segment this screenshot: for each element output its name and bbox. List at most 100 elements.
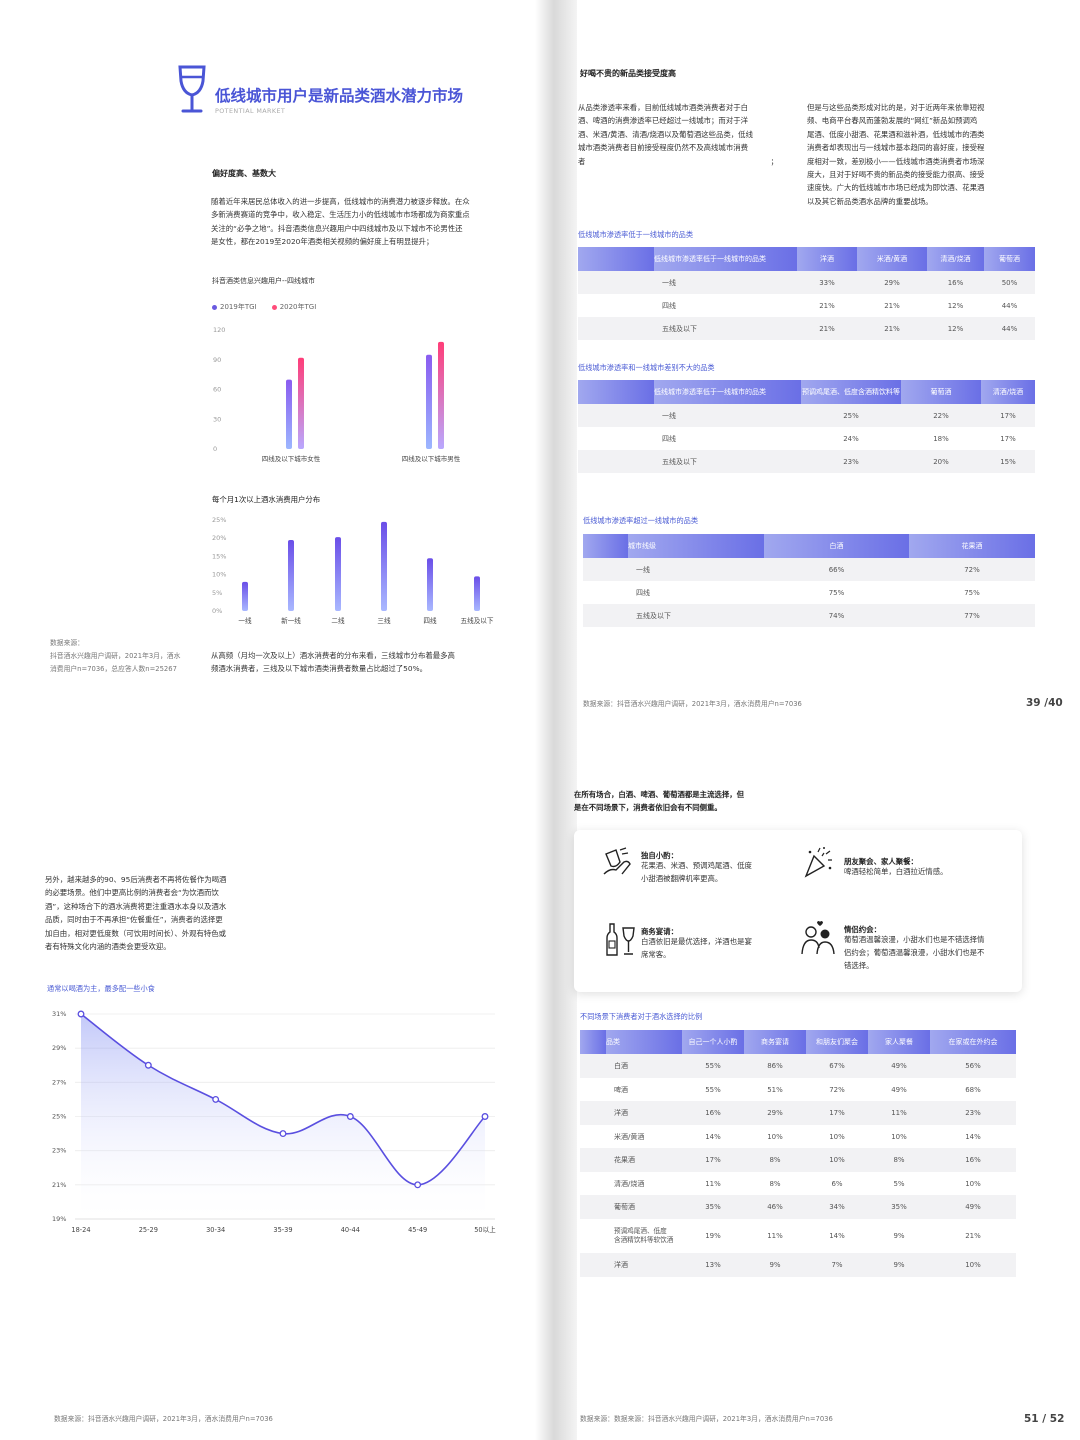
table-cell: 23% [801,450,901,473]
table-cell: 21% [884,301,900,310]
bar-2019年TGI [286,379,292,449]
table-cell: 29% [857,271,927,294]
penetration-similar-table: 低线城市渗透率低于一线城市的品类 预调鸡尾酒、低度含酒精饮料等 葡萄酒 清酒/烧… [578,380,1035,473]
table-cell: 8% [744,1148,806,1172]
scenario-desc: 啤酒轻松简单，白酒拉近情感。 [844,865,1014,878]
table-cell-spacer [580,1101,606,1125]
x-tick-label: 新一线 [281,616,301,625]
scenario-card: 独自小酌： 花果酒、米酒、预调鸡尾酒、低度 小甜酒被翻牌机率更高。 朋友聚会、家… [574,830,1022,992]
table-cell: 44% [1001,301,1018,310]
bar-2020年TGI [298,357,304,449]
table-cell: 18% [933,434,949,443]
table-header-spacer [578,247,654,271]
table-cell: 35% [682,1195,744,1219]
table-row: 四线 24% 18% 17% [578,427,1035,450]
table-cell: 11% [868,1101,930,1125]
table-cell-spacer [583,581,628,604]
table-cell: 75% [964,588,980,597]
text-line: 花果酒、米酒、预调鸡尾酒、低度 [641,861,752,870]
bar [242,581,248,611]
table-cell: 33% [797,271,857,294]
table-row: 洋酒 16% 29% 17% 11% 23% [580,1101,1016,1125]
table-row: 一线 25% 22% 17% [578,404,1035,427]
text-line: 但是与这些品类形成对比的是，对于近两年来依靠短视 [807,103,985,112]
table-row: 葡萄酒 35% 46% 34% 35% 49% [580,1195,1016,1219]
chart-title: 通常以喝酒为主，最多配一些小食 [47,984,155,993]
text-line: 在所有场合，白酒、啤酒、葡萄酒都是主流选择，但 [574,790,744,799]
table-cell: 49% [930,1195,1016,1219]
x-tick-label: 35-39 [273,1226,292,1234]
area-fill [81,1014,485,1219]
table-cell: 10% [965,1179,981,1188]
legend-dot [271,304,277,310]
text-line: 频、电商平台春风而蓬勃发展的“网红”新品如预调鸡 [807,116,978,126]
table-cell-spacer [580,1148,606,1172]
data-point [481,1113,489,1120]
x-tick-label: 25-29 [139,1226,158,1234]
x-tick-label: 18-24 [71,1226,90,1234]
row-label: 白酒 [606,1054,682,1078]
row-label: 五线及以下 [628,604,764,627]
business-wine-icon [606,923,635,956]
table-header: 预调鸡尾酒、低度含酒精饮料等 [801,380,901,404]
table-header: 和朋友们聚会 [806,1030,868,1054]
table-cell: 77% [909,604,1035,627]
table-row: 五线及以下 23% 20% 15% [578,450,1035,473]
text-line: 葡萄酒温馨浪漫，小甜水们也是不错选择情 [844,935,985,944]
text-line: 速度快。广大的低线城市市场已经成为即饮酒、花果酒 [807,183,985,193]
table-cell: 21% [857,317,927,340]
table-cell: 49% [891,1085,907,1094]
couple-date-icon [801,921,835,955]
intro-paragraph: 随着近年来居民总体收入的进一步提高，低线城市的消费潜力被逐步释放。在众 多新消费… [211,195,511,249]
table-cell: 68% [965,1085,981,1094]
y-tick-label: 90 [213,356,221,364]
table-cell: 72% [829,1085,845,1094]
table-header: 城市线级 [628,534,764,558]
table-cell: 67% [806,1054,868,1078]
bar [335,537,341,611]
table-cell: 56% [930,1054,1016,1078]
text-line: 者有特殊文化内涵的酒类会更受欢迎。 [45,942,171,952]
x-tick-label: 30-34 [206,1226,225,1234]
row-label: 啤酒 [614,1085,628,1094]
text-line: 小甜酒被翻牌机率更高。 [641,874,723,883]
table-header: 葡萄酒 [901,380,981,404]
table-cell: 14% [965,1132,981,1141]
table-header: 家人聚餐 [868,1030,930,1054]
table-row: 白酒 55% 86% 67% 49% 56% [580,1054,1016,1078]
table-title: 低线城市渗透率超过一线城市的品类 [583,516,699,525]
table-cell: 7% [806,1253,868,1277]
row-label: 清酒/烧酒 [614,1179,645,1188]
solo-drinking-icon [603,847,631,875]
text-line: 频酒水消费者，三线及以下城市酒类消费者数量占比超过了50%。 [211,664,427,674]
y-tick-label: 0% [212,607,222,615]
table-header: 白酒 [764,534,909,558]
table-cell: 10% [767,1132,783,1141]
table-cell-spacer [580,1172,606,1195]
table-title: 低线城市渗透率和一线城市差别不大的品类 [578,363,715,372]
y-tick-label: 25% [212,516,226,524]
text-line: 的必要场景。他们中更高比例的消费者会“为饮酒而饮 [45,888,219,898]
text-line: 错选择。 [844,961,874,970]
table-cell: 9% [868,1253,930,1277]
data-point [346,1113,354,1120]
table-cell: 23% [930,1101,1016,1125]
table-cell: 24% [843,434,859,443]
x-tick-label: 三线 [377,616,391,625]
section-heading: 偏好度高、基数大 [212,169,276,178]
table-cell: 22% [901,404,981,427]
text-line: 城市酒类消费者目前接受程度仍然不及高线城市消费 [578,143,748,153]
table-cell: 9% [744,1253,806,1277]
data-point [414,1181,422,1189]
penetration-lower-table: 低线城市渗透率低于一线城市的品类 洋酒 米酒/黄酒 清酒/烧酒 葡萄酒 一线 33… [578,247,1035,340]
y-tick-label: 31% [52,1010,66,1018]
row-label: 四线 [636,588,650,597]
text-line: 抖音酒水兴趣用户调研，2021年3月，酒水 [50,652,181,660]
bar [427,558,433,611]
table-cell: 14% [705,1132,721,1141]
table-cell-spacer [578,427,654,450]
source-note: 数据来源： 抖音酒水兴趣用户调研，2021年3月，酒水 消费用户n=7036，总… [50,637,200,676]
scenario-title: 情侣约会： [844,925,881,934]
source-note: 数据来源：数据来源：抖音酒水兴趣用户调研，2021年3月，酒水消费用户n=703… [580,1415,833,1423]
table-cell: 10% [829,1132,845,1141]
